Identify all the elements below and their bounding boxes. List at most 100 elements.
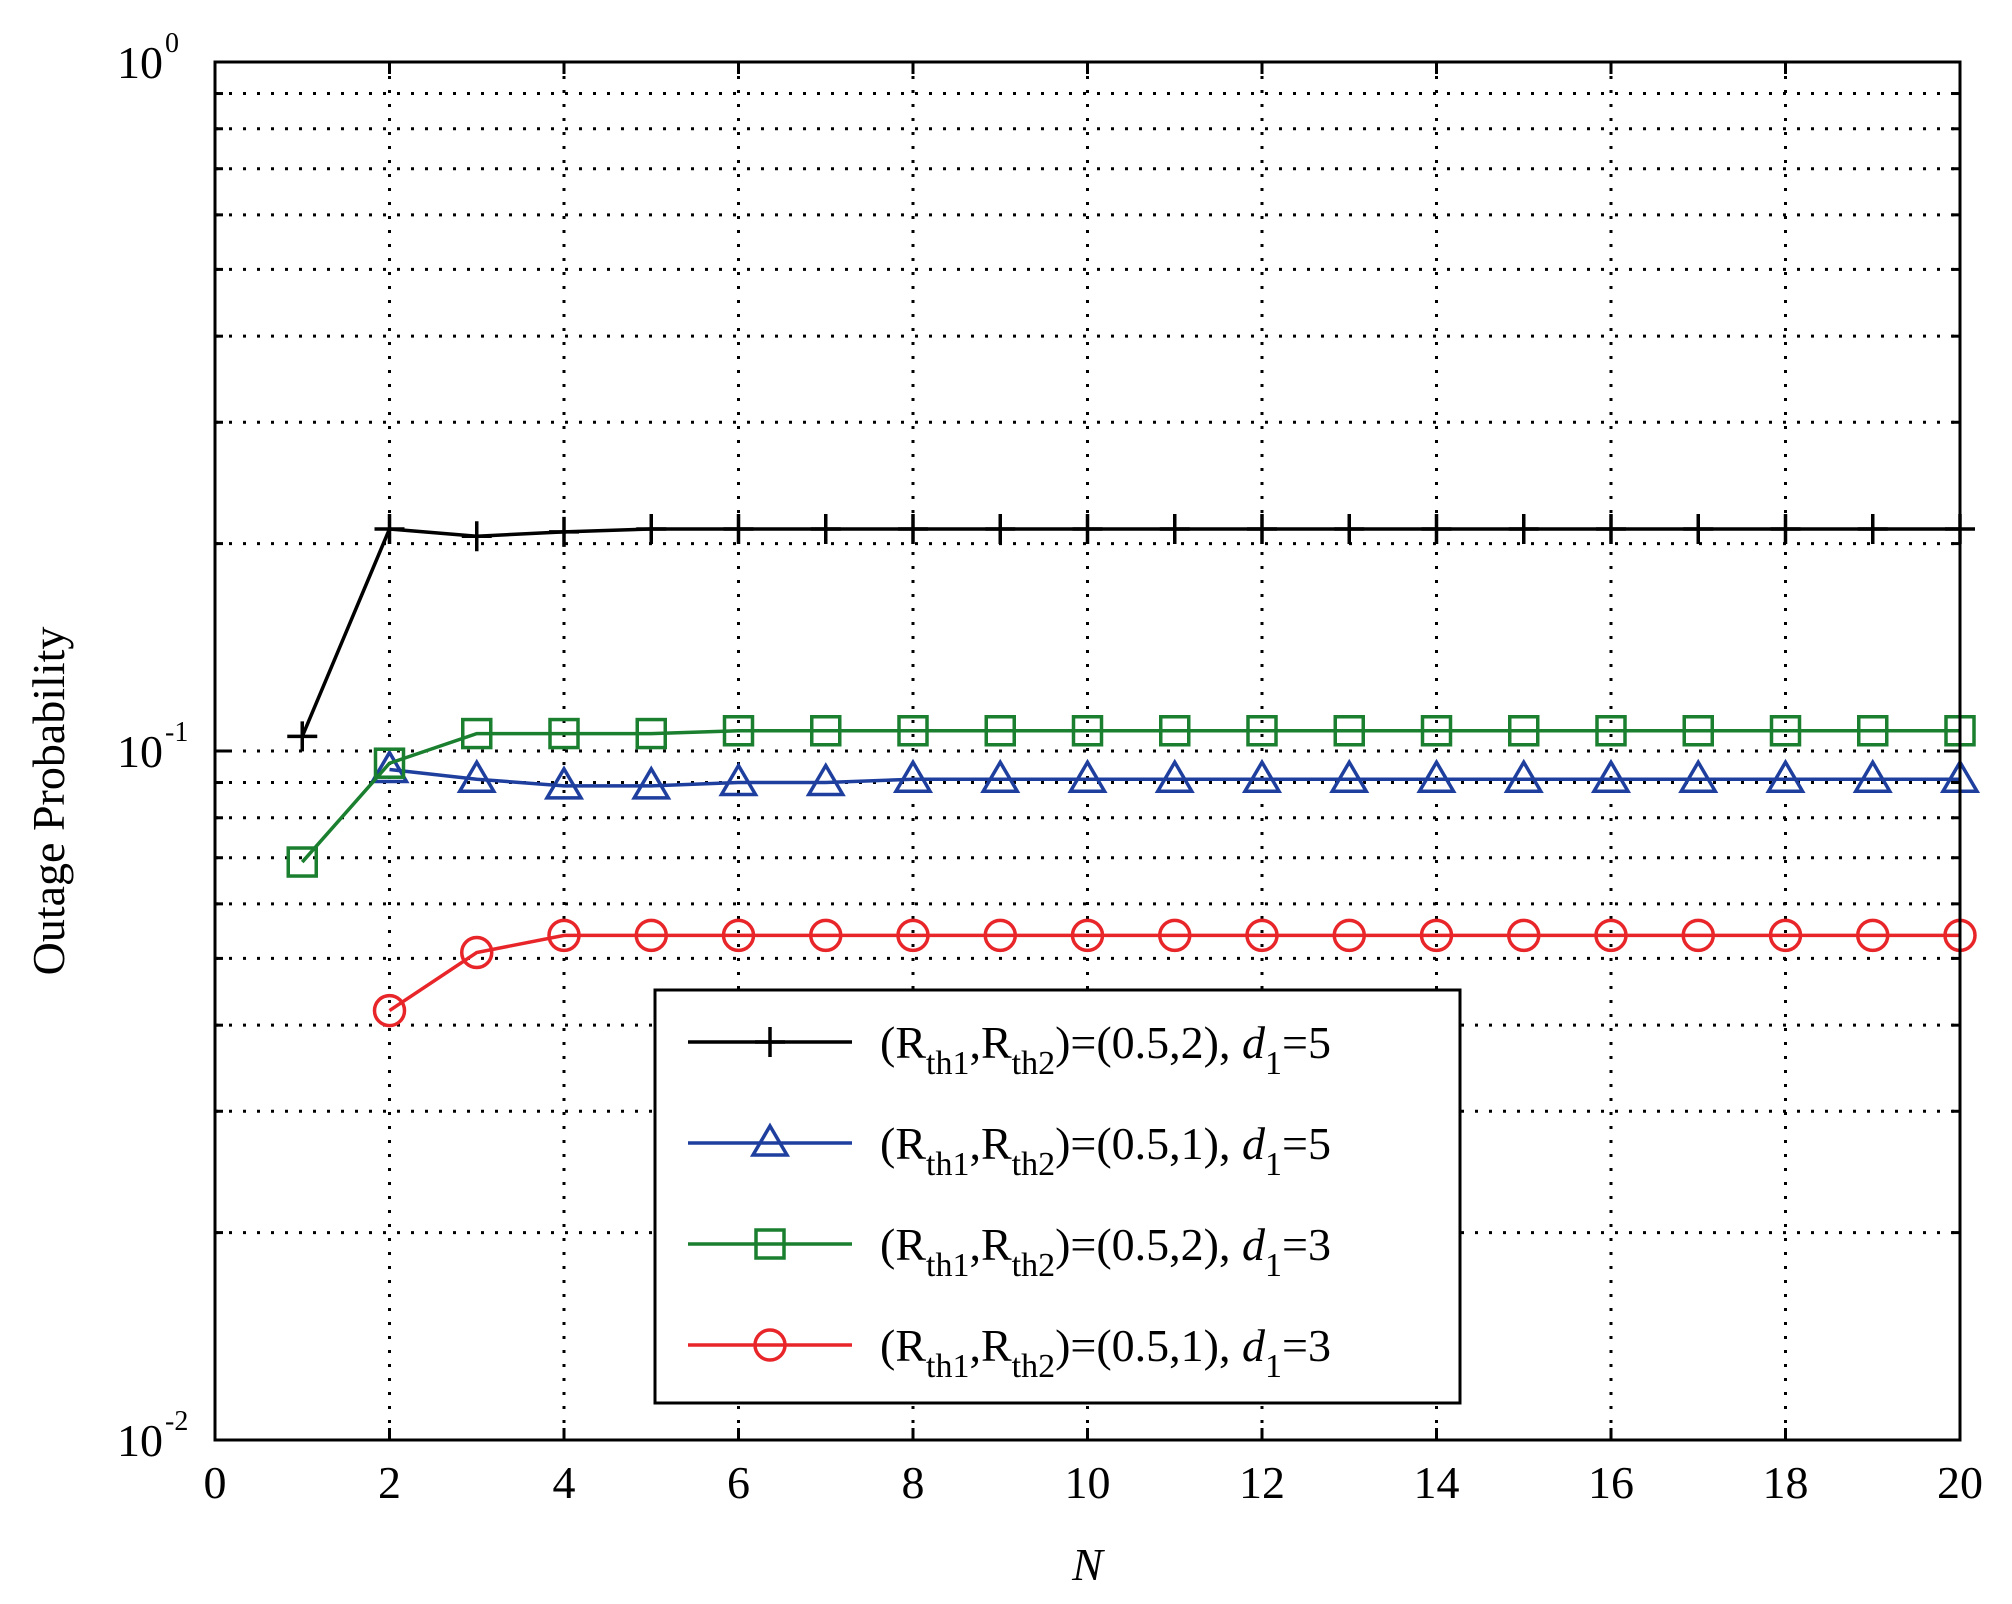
series-4-point xyxy=(1245,918,1279,953)
x-tick-label: 4 xyxy=(553,1457,576,1508)
legend-marker xyxy=(755,1027,785,1057)
series-3-point xyxy=(722,715,755,747)
series-1-point xyxy=(1596,513,1626,544)
legend-marker xyxy=(754,1228,786,1260)
y-tick-label: 10 xyxy=(117,726,163,777)
series-1-point xyxy=(287,721,318,752)
y-axis-label: Outage Probability xyxy=(23,627,74,976)
series-2-point xyxy=(1416,758,1457,793)
series-1-point xyxy=(461,521,492,552)
y-tick-exponent: -2 xyxy=(165,1406,188,1437)
legend-label: (Rth1,Rth2)=(0.5,2), d1=3 xyxy=(880,1219,1331,1284)
legend: (Rth1,Rth2)=(0.5,2), d1=5(Rth1,Rth2)=(0.… xyxy=(653,988,1462,1405)
legend-label-part: d xyxy=(1242,1118,1266,1169)
series-3-point xyxy=(1159,715,1191,747)
x-tick-label: 18 xyxy=(1763,1457,1809,1508)
series-3-point xyxy=(1857,715,1889,747)
legend-label-part: th2 xyxy=(1012,1348,1055,1385)
series-4-point xyxy=(372,993,407,1028)
series-1-point xyxy=(1421,513,1452,544)
legend-label-part: 1 xyxy=(1265,1146,1282,1183)
series-1 xyxy=(287,513,1975,752)
series-4-point xyxy=(1681,918,1715,953)
series-1-point xyxy=(1508,513,1539,544)
legend-label-part: =3 xyxy=(1282,1320,1331,1371)
y-tick-label: 10 xyxy=(117,1415,163,1466)
x-tick-label: 16 xyxy=(1588,1457,1634,1508)
series-3-point xyxy=(1682,715,1714,747)
series-4-point xyxy=(1070,918,1105,953)
series-4-point xyxy=(460,935,494,970)
legend-label-part: ,R xyxy=(969,1017,1012,1068)
legend-label-part: th2 xyxy=(1012,1146,1055,1183)
legend-label: (Rth1,Rth2)=(0.5,2), d1=5 xyxy=(880,1017,1331,1082)
series-2-point xyxy=(456,758,497,793)
series-1-point xyxy=(1770,513,1801,544)
series-4-point xyxy=(809,918,843,953)
legend-label-part: ,R xyxy=(969,1118,1012,1169)
legend-label-part: )=(0.5,2), xyxy=(1055,1017,1242,1068)
series-layer xyxy=(286,513,1981,1028)
legend-label-part: )=(0.5,2), xyxy=(1055,1219,1242,1270)
series-3-point xyxy=(1769,715,1802,747)
y-tick-label: 10 xyxy=(117,37,163,88)
series-2-point xyxy=(1765,758,1806,793)
legend-entry-3: (Rth1,Rth2)=(0.5,2), d1=3 xyxy=(688,1219,1331,1284)
series-2-point xyxy=(1067,758,1108,793)
series-3-point xyxy=(984,715,1016,747)
series-4-point xyxy=(1158,918,1192,953)
legend-marker xyxy=(753,1328,787,1362)
series-4-point xyxy=(1419,918,1454,953)
series-3-point xyxy=(1595,715,1627,747)
legend-label-part: )=(0.5,1), xyxy=(1055,1320,1242,1371)
x-tick-label: 2 xyxy=(378,1457,401,1508)
series-3-point xyxy=(1246,715,1278,747)
series-3-point xyxy=(461,717,493,750)
series-3-point xyxy=(1420,715,1453,747)
series-3-point xyxy=(1333,715,1365,747)
series-4-point xyxy=(1856,918,1890,953)
series-3-point xyxy=(548,717,580,750)
legend-label-part: =5 xyxy=(1282,1017,1331,1068)
series-2-point xyxy=(718,762,759,797)
series-1-point xyxy=(1072,513,1103,544)
series-3-point xyxy=(373,747,406,779)
x-axis-label: N xyxy=(1071,1539,1105,1590)
series-1-point xyxy=(898,513,928,544)
series-2-point xyxy=(1590,758,1632,793)
legend-label-part: th1 xyxy=(926,1247,969,1284)
x-tick-label: 6 xyxy=(727,1457,750,1508)
series-3-point xyxy=(635,717,667,750)
y-tick-exponent: 0 xyxy=(165,28,179,59)
legend-label-part: d xyxy=(1242,1219,1266,1270)
x-tick-label: 10 xyxy=(1065,1457,1111,1508)
series-2-point xyxy=(631,765,672,800)
x-tick-label: 12 xyxy=(1239,1457,1285,1508)
series-4-point xyxy=(1332,918,1366,953)
series-4-line xyxy=(388,933,1960,1013)
x-tick-label: 14 xyxy=(1414,1457,1460,1508)
series-2 xyxy=(369,749,1981,800)
series-2-point xyxy=(1852,758,1893,793)
legend-box xyxy=(653,988,1462,1405)
series-2-point xyxy=(805,762,846,797)
series-3-point xyxy=(810,715,842,747)
legend-marker xyxy=(749,1122,791,1157)
series-1-point xyxy=(549,516,579,547)
legend-label: (Rth1,Rth2)=(0.5,1), d1=3 xyxy=(880,1320,1331,1385)
legend-label-part: (R xyxy=(880,1219,926,1270)
series-2-point xyxy=(1503,758,1544,793)
series-4-point xyxy=(896,918,930,953)
series-2-point xyxy=(1154,758,1195,793)
series-2-point xyxy=(1241,758,1283,793)
series-3 xyxy=(286,715,1976,878)
series-2-point xyxy=(369,749,410,784)
series-4-point xyxy=(547,918,581,953)
legend-label-part: ,R xyxy=(969,1320,1012,1371)
legend-label-part: (R xyxy=(880,1017,926,1068)
series-1-point xyxy=(810,513,841,544)
legend-label-part: d xyxy=(1242,1017,1266,1068)
series-4-point xyxy=(1768,918,1803,953)
legend-label-part: 1 xyxy=(1265,1045,1282,1082)
